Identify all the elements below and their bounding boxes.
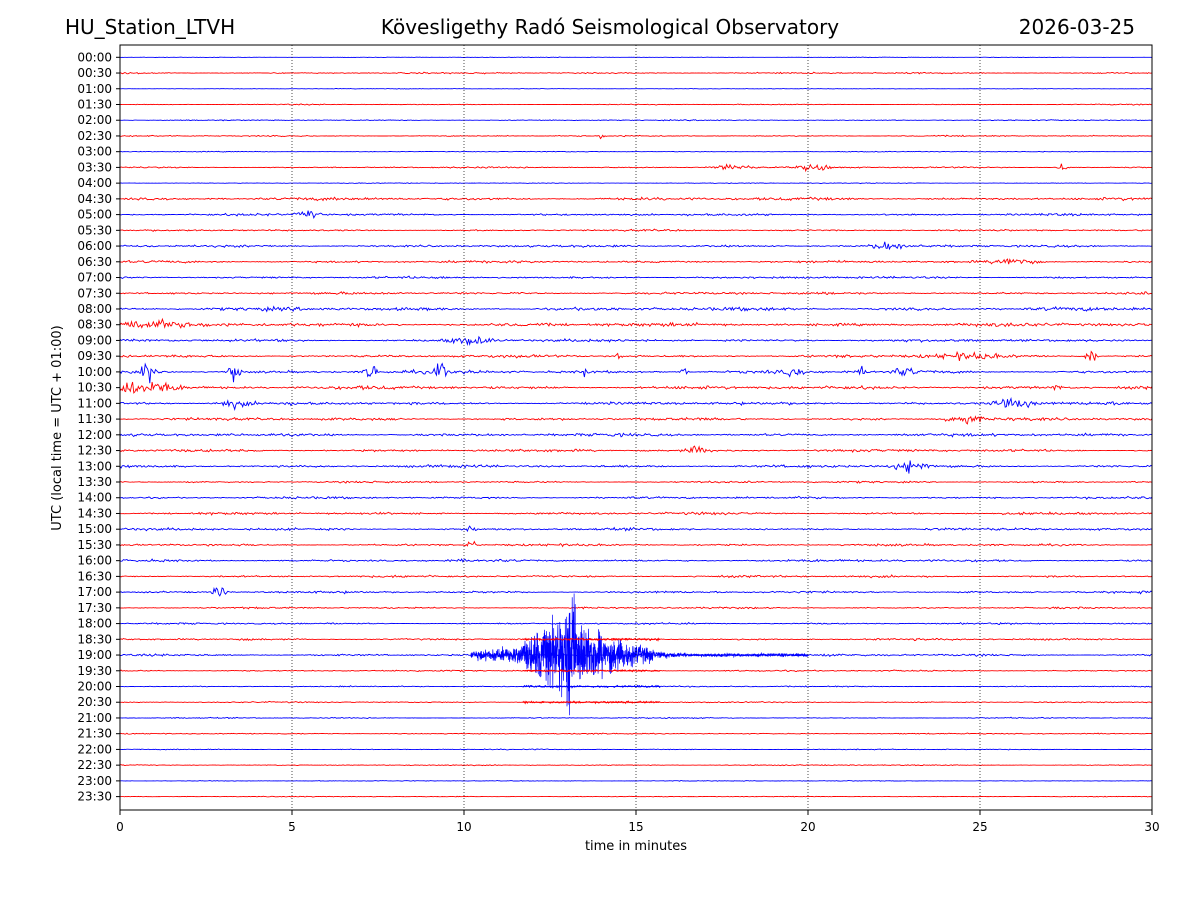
y-tick-label: 17:00 bbox=[77, 585, 112, 599]
date-title: 2026-03-25 bbox=[1019, 15, 1135, 39]
y-tick-label: 14:00 bbox=[77, 491, 112, 505]
y-tick-label: 10:00 bbox=[77, 365, 112, 379]
x-tick-label: 20 bbox=[800, 820, 815, 834]
y-tick-label: 19:00 bbox=[77, 648, 112, 662]
trace-row-0700 bbox=[119, 275, 1153, 280]
trace-row-1600 bbox=[119, 558, 1153, 563]
y-tick-label: 23:00 bbox=[77, 774, 112, 788]
y-tick-label: 15:30 bbox=[77, 538, 112, 552]
trace-row-0130 bbox=[120, 103, 1152, 106]
y-tick-label: 20:30 bbox=[77, 695, 112, 709]
y-tick-label: 18:30 bbox=[77, 632, 112, 646]
y-tick-label: 06:00 bbox=[77, 239, 112, 253]
y-tick-label: 19:30 bbox=[77, 664, 112, 678]
y-tick-label: 04:00 bbox=[77, 176, 112, 190]
time-gridlines bbox=[291, 45, 981, 810]
trace-row-2330 bbox=[119, 795, 1152, 798]
overlay-row-1830 bbox=[522, 637, 661, 642]
y-tick-label: 23:30 bbox=[77, 790, 112, 804]
trace-row-1530 bbox=[119, 540, 1153, 548]
overlay-row-1930 bbox=[522, 668, 661, 673]
y-tick-label: 22:00 bbox=[77, 742, 112, 756]
y-tick-label: 21:00 bbox=[77, 711, 112, 725]
y-tick-label: 11:30 bbox=[77, 412, 112, 426]
trace-row-1700 bbox=[119, 587, 1153, 597]
y-tick-label: 12:00 bbox=[77, 428, 112, 442]
x-tick-label: 0 bbox=[116, 820, 124, 834]
trace-row-0330 bbox=[119, 163, 1153, 173]
x-axis-ticks: 0 5 10 15 20 25 30 bbox=[116, 810, 1160, 834]
y-tick-label: 20:00 bbox=[77, 680, 112, 694]
y-tick-label: 05:00 bbox=[77, 208, 112, 222]
overlay-row-2000 bbox=[522, 684, 661, 689]
y-tick-label: 13:00 bbox=[77, 459, 112, 473]
trace-row-1130 bbox=[119, 415, 1153, 425]
trace-row-0830 bbox=[119, 317, 1153, 329]
station-title: HU_Station_LTVH bbox=[65, 15, 235, 39]
trace-row-0530 bbox=[119, 228, 1153, 232]
y-tick-label: 01:00 bbox=[77, 82, 112, 96]
trace-row-0600 bbox=[119, 241, 1153, 251]
trace-row-0500 bbox=[119, 210, 1153, 219]
y-tick-label: 08:30 bbox=[77, 318, 112, 332]
y-tick-label: 21:30 bbox=[77, 727, 112, 741]
y-tick-label: 07:00 bbox=[77, 271, 112, 285]
y-tick-label: 03:00 bbox=[77, 145, 112, 159]
y-axis-label: UTC (local time = UTC + 01:00) bbox=[50, 325, 65, 530]
y-tick-label: 15:00 bbox=[77, 522, 112, 536]
x-tick-label: 25 bbox=[972, 820, 987, 834]
trace-row-1100 bbox=[119, 396, 1153, 412]
y-tick-label: 08:00 bbox=[77, 302, 112, 316]
trace-row-1330 bbox=[119, 480, 1153, 484]
y-tick-label: 02:00 bbox=[77, 113, 112, 127]
trace-row-1730 bbox=[119, 606, 1153, 610]
y-tick-label: 06:30 bbox=[77, 255, 112, 269]
trace-row-0900 bbox=[119, 335, 1153, 346]
y-tick-label: 05:30 bbox=[77, 223, 112, 237]
y-tick-label: 03:30 bbox=[77, 160, 112, 174]
y-tick-label: 00:00 bbox=[77, 50, 112, 64]
y-tick-label: 00:30 bbox=[77, 66, 112, 80]
y-tick-label: 04:30 bbox=[77, 192, 112, 206]
overlay-row-2030 bbox=[522, 700, 661, 705]
observatory-title: Kövesligethy Radó Seismological Observat… bbox=[381, 15, 839, 39]
y-tick-label: 09:30 bbox=[77, 349, 112, 363]
y-tick-label: 01:30 bbox=[77, 97, 112, 111]
trace-row-0100 bbox=[120, 88, 1153, 90]
y-tick-label: 02:30 bbox=[77, 129, 112, 143]
trace-row-2200 bbox=[120, 748, 1152, 751]
trace-row-0300 bbox=[119, 150, 1152, 153]
y-tick-label: 10:30 bbox=[77, 381, 112, 395]
y-tick-label: 22:30 bbox=[77, 758, 112, 772]
earthquake-signal bbox=[470, 593, 809, 716]
trace-row-0930 bbox=[119, 350, 1153, 361]
x-tick-label: 10 bbox=[456, 820, 471, 834]
y-tick-label: 14:30 bbox=[77, 506, 112, 520]
trace-row-0730 bbox=[119, 291, 1153, 296]
y-tick-label: 12:30 bbox=[77, 444, 112, 458]
y-tick-label: 18:00 bbox=[77, 617, 112, 631]
y-tick-label: 16:30 bbox=[77, 569, 112, 583]
trace-row-2130 bbox=[119, 732, 1153, 735]
y-tick-label: 11:00 bbox=[77, 396, 112, 410]
x-tick-label: 15 bbox=[628, 820, 643, 834]
y-tick-label: 07:30 bbox=[77, 286, 112, 300]
y-tick-label: 17:30 bbox=[77, 601, 112, 615]
y-tick-label: 16:00 bbox=[77, 554, 112, 568]
x-tick-label: 5 bbox=[288, 820, 296, 834]
y-tick-label: 13:30 bbox=[77, 475, 112, 489]
x-axis-label: time in minutes bbox=[585, 839, 687, 854]
y-tick-label: 09:00 bbox=[77, 333, 112, 347]
x-tick-label: 30 bbox=[1144, 820, 1159, 834]
